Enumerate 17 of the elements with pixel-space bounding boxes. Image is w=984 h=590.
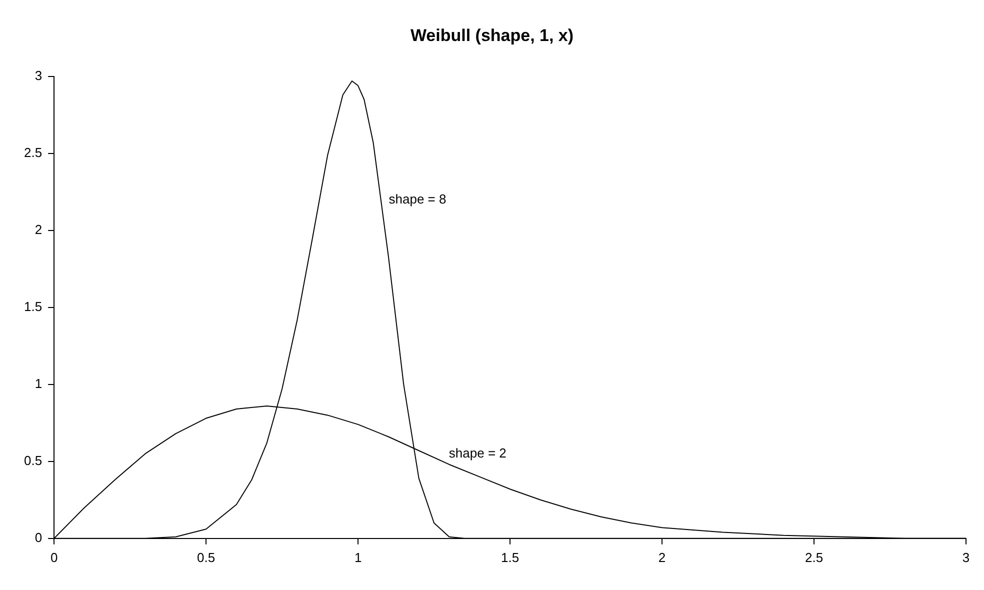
x-tick-label: 3 [962,550,970,565]
y-tick-label: 1.5 [24,298,42,314]
y-tick-label: 2.5 [24,144,42,160]
y-tick-label: 1 [34,376,42,391]
x-tick-label: 0 [50,550,58,565]
x-tick-label: 2 [658,550,666,565]
y-tick-label: 3 [34,68,42,83]
y-tick-label: 2 [34,222,42,237]
chart-title: Weibull (shape, 1, x) [410,26,574,45]
x-tick-label: 2.5 [804,550,824,565]
annotation: shape = 2 [448,445,506,460]
annotation: shape = 8 [388,191,446,206]
x-tick-label: 1.5 [500,550,520,565]
x-tick-label: 1 [354,550,362,565]
y-tick-label: 0.5 [24,452,42,468]
x-tick-label: 0.5 [197,550,216,565]
y-tick-label: 0 [34,530,42,545]
